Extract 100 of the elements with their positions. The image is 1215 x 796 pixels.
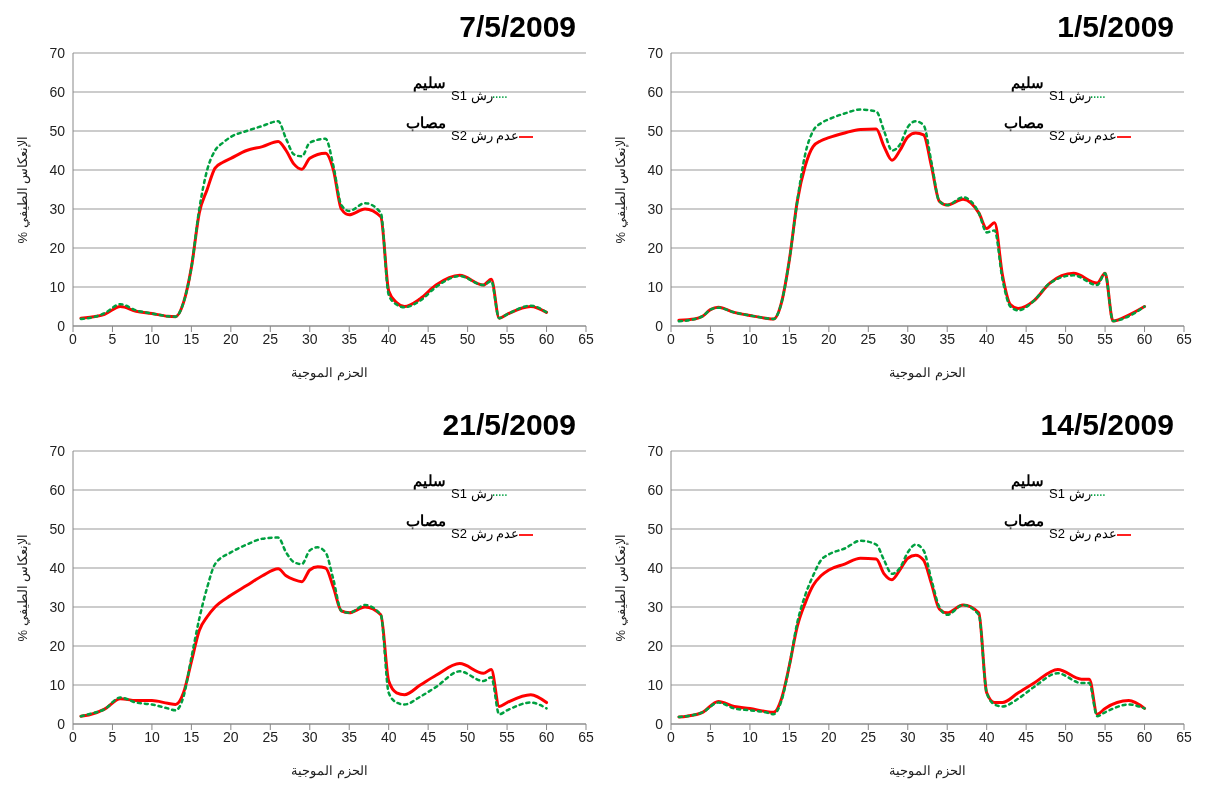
x-tick-label: 50 [1057,728,1074,745]
x-tick-label: 5 [706,330,715,347]
x-tick-label: 60 [538,728,555,745]
annotation: سليم [1011,472,1044,490]
legend-label: رش S1 [1049,486,1091,501]
x-tick-label: 65 [578,728,594,745]
y-axis-title: % الإنعكاس الطيفي [14,533,31,642]
x-tick-label: 60 [1136,728,1153,745]
x-tick-label: 25 [262,728,279,745]
y-tick-label: 0 [57,715,66,732]
x-tick-label: 35 [341,728,358,745]
y-tick-label: 40 [49,559,66,576]
x-axis-title: الحزم الموجية [291,763,368,779]
x-tick-label: 65 [578,330,594,347]
x-tick-label: 5 [108,728,117,745]
x-tick-label: 40 [978,728,995,745]
x-tick-label: 50 [1057,330,1074,347]
x-tick-label: 30 [899,728,916,745]
x-tick-label: 10 [742,728,758,745]
x-tick-label: 30 [899,330,916,347]
annotation: مصاب [1004,512,1044,530]
annotation: سليم [413,472,446,490]
x-tick-label: 5 [108,330,117,347]
annotation: سليم [413,74,446,92]
x-tick-label: 10 [144,330,160,347]
y-tick-label: 10 [647,676,664,693]
legend-label: عدم رش S2 [451,128,520,143]
x-tick-label: 45 [420,330,437,347]
x-tick-label: 40 [978,330,995,347]
x-tick-label: 15 [183,330,200,347]
y-tick-label: 0 [655,317,664,334]
x-tick-label: 20 [821,330,837,347]
annotation: مصاب [1004,114,1044,132]
y-tick-label: 70 [647,442,664,459]
y-tick-label: 60 [647,83,664,100]
y-tick-label: 70 [49,44,66,61]
x-tick-label: 50 [459,330,476,347]
legend-label: عدم رش S2 [1049,526,1118,541]
x-tick-label: 25 [860,728,877,745]
y-tick-label: 50 [49,520,66,537]
x-tick-label: 35 [939,330,956,347]
x-axis-title: الحزم الموجية [889,763,966,779]
chart-title: 1/5/2009 [1057,10,1174,44]
annotation: مصاب [406,512,446,530]
x-tick-label: 60 [1136,330,1153,347]
x-tick-label: 0 [69,728,78,745]
x-tick-label: 20 [223,330,239,347]
x-tick-label: 55 [499,728,516,745]
y-tick-label: 60 [49,83,66,100]
x-tick-label: 60 [538,330,555,347]
x-tick-label: 65 [1176,728,1192,745]
y-tick-label: 30 [49,200,66,217]
y-tick-label: 20 [49,637,66,654]
y-tick-label: 30 [49,598,66,615]
y-tick-label: 50 [647,122,664,139]
x-tick-label: 50 [459,728,476,745]
x-axis-title: الحزم الموجية [889,365,966,381]
x-tick-label: 55 [1097,330,1114,347]
x-tick-label: 0 [69,330,78,347]
y-tick-label: 50 [49,122,66,139]
x-tick-label: 15 [781,728,798,745]
chart-title: 21/5/2009 [442,408,576,442]
x-tick-label: 65 [1176,330,1192,347]
y-tick-label: 20 [647,637,664,654]
y-tick-label: 30 [647,598,664,615]
x-tick-label: 45 [420,728,437,745]
x-tick-label: 25 [860,330,877,347]
y-axis-title: % الإنعكاس الطيفي [612,135,629,244]
x-tick-label: 15 [183,728,200,745]
legend-label: رش S1 [451,486,493,501]
legend-label: عدم رش S2 [1049,128,1118,143]
annotation: مصاب [406,114,446,132]
x-tick-label: 5 [706,728,715,745]
x-tick-label: 10 [144,728,160,745]
legend-label: عدم رش S2 [451,526,520,541]
y-tick-label: 70 [49,442,66,459]
y-tick-label: 10 [49,278,66,295]
legend-label: رش S1 [451,88,493,103]
chart-title: 14/5/2009 [1040,408,1174,442]
x-tick-label: 40 [380,330,397,347]
y-tick-label: 60 [49,481,66,498]
y-tick-label: 50 [647,520,664,537]
y-tick-label: 10 [49,676,66,693]
x-axis-title: الحزم الموجية [291,365,368,381]
y-tick-label: 0 [57,317,66,334]
y-tick-label: 40 [49,161,66,178]
x-tick-label: 0 [667,728,676,745]
x-tick-label: 40 [380,728,397,745]
annotation: سليم [1011,74,1044,92]
x-tick-label: 35 [939,728,956,745]
y-tick-label: 10 [647,278,664,295]
x-tick-label: 45 [1018,330,1035,347]
x-tick-label: 20 [821,728,837,745]
y-tick-label: 20 [647,239,664,256]
y-tick-label: 40 [647,161,664,178]
x-tick-label: 20 [223,728,239,745]
x-tick-label: 0 [667,330,676,347]
chart-title: 7/5/2009 [459,10,576,44]
y-tick-label: 0 [655,715,664,732]
x-tick-label: 25 [262,330,279,347]
